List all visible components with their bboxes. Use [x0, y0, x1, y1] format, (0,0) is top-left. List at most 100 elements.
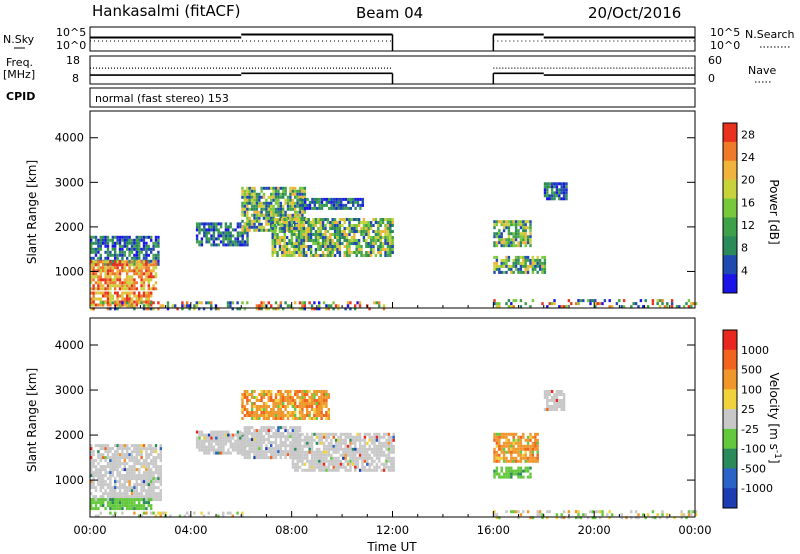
data-cell	[310, 453, 314, 457]
data-cell	[283, 248, 286, 251]
data-cell	[313, 462, 316, 466]
data-cell	[253, 456, 256, 460]
data-cell	[333, 242, 337, 245]
data-cell	[350, 251, 354, 254]
data-cell	[150, 504, 153, 508]
data-cell	[495, 235, 499, 239]
data-cell	[285, 224, 289, 227]
data-cell	[99, 278, 102, 282]
data-cell	[517, 235, 520, 239]
data-cell	[92, 235, 95, 239]
data-cell	[601, 510, 604, 514]
data-cell	[224, 433, 228, 437]
data-cell	[145, 471, 148, 475]
data-cell	[682, 513, 686, 517]
data-cell	[358, 447, 362, 451]
data-cell	[314, 242, 318, 245]
nave-label: Nave	[748, 64, 776, 77]
data-cell	[200, 442, 204, 446]
data-cell	[150, 235, 153, 239]
data-cell	[150, 483, 153, 487]
data-cell	[603, 299, 607, 303]
data-cell	[250, 432, 254, 436]
data-cell	[130, 247, 134, 251]
data-cell	[152, 456, 155, 460]
data-cell	[294, 450, 297, 454]
data-cell	[372, 236, 375, 239]
data-cell	[365, 239, 368, 242]
data-cell	[99, 477, 102, 481]
data-cell	[157, 235, 160, 239]
data-cell	[367, 251, 370, 254]
colorbar-segment	[723, 198, 737, 218]
data-cell	[90, 459, 93, 463]
data-cell	[294, 207, 297, 211]
data-cell	[531, 447, 535, 451]
data-cell	[277, 195, 280, 199]
data-cell	[90, 241, 93, 245]
data-cell	[255, 204, 259, 208]
data-cell	[279, 411, 282, 414]
data-cell	[304, 200, 307, 204]
data-cell	[246, 402, 249, 405]
data-cell	[114, 504, 117, 508]
data-cell	[217, 445, 220, 449]
data-cell	[313, 393, 316, 396]
data-cell	[267, 390, 270, 393]
data-cell	[347, 200, 350, 204]
data-cell	[524, 456, 527, 460]
data-cell	[312, 242, 315, 245]
data-cell	[546, 399, 549, 402]
data-cell	[336, 245, 339, 248]
data-cell	[319, 230, 322, 233]
data-cell	[342, 203, 345, 207]
data-cell	[386, 227, 390, 230]
data-cell	[109, 456, 112, 460]
data-cell	[135, 281, 138, 285]
data-cell	[301, 203, 304, 207]
data-cell	[267, 186, 270, 190]
data-cell	[166, 304, 170, 308]
data-cell	[348, 233, 351, 236]
data-cell	[502, 435, 506, 439]
data-cell	[366, 453, 369, 457]
data-cell	[231, 433, 235, 437]
data-cell	[99, 495, 102, 499]
data-cell	[265, 186, 268, 190]
data-cell	[524, 226, 527, 230]
data-cell	[236, 439, 240, 443]
data-cell	[102, 492, 105, 496]
data-cell	[162, 511, 165, 515]
data-cell	[274, 213, 278, 217]
data-cell	[294, 213, 297, 217]
data-cell	[258, 405, 261, 408]
data-cell	[145, 465, 148, 469]
data-cell	[159, 511, 162, 515]
data-cell	[109, 465, 112, 469]
data-cell	[145, 291, 148, 295]
data-cell	[121, 235, 124, 239]
data-cell	[334, 462, 338, 466]
data-cell	[265, 456, 268, 460]
data-cell	[126, 489, 129, 493]
data-cell	[116, 495, 119, 499]
data-cell	[104, 244, 107, 248]
freq-label-1: Freq.	[6, 56, 33, 69]
data-cell	[327, 468, 331, 472]
data-cell	[690, 510, 693, 514]
data-cell	[529, 456, 532, 460]
data-cell	[325, 459, 328, 463]
data-cell	[313, 390, 316, 393]
colorbar-segment	[723, 448, 737, 469]
data-cell	[231, 301, 234, 305]
data-cell	[286, 435, 290, 439]
data-cell	[358, 304, 362, 308]
data-cell	[227, 433, 230, 437]
data-cell	[102, 474, 105, 478]
data-cell	[246, 204, 249, 208]
data-cell	[326, 230, 330, 233]
data-cell	[289, 189, 292, 193]
data-cell	[495, 438, 499, 442]
data-cell	[495, 232, 499, 236]
